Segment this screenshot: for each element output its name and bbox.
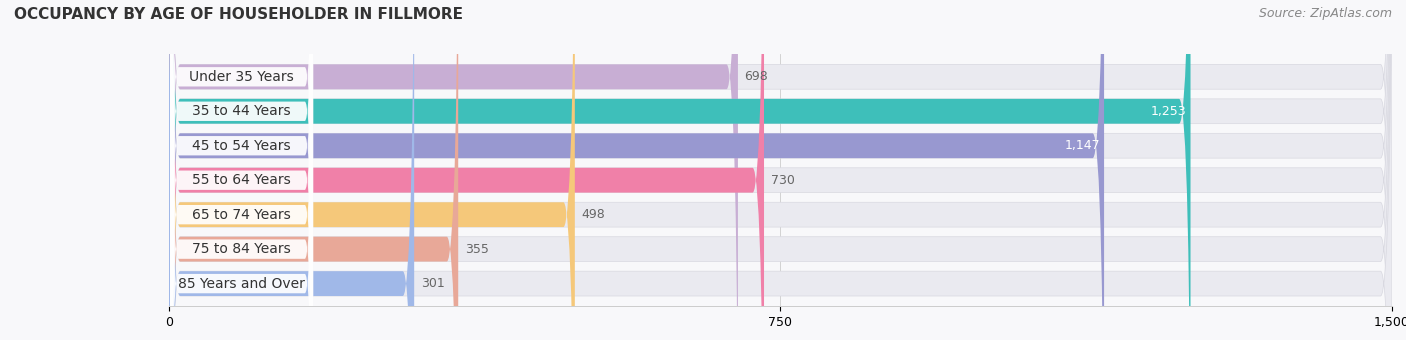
Text: OCCUPANCY BY AGE OF HOUSEHOLDER IN FILLMORE: OCCUPANCY BY AGE OF HOUSEHOLDER IN FILLM… [14,7,463,22]
FancyBboxPatch shape [170,0,314,340]
FancyBboxPatch shape [169,0,415,340]
FancyBboxPatch shape [170,0,314,340]
Text: 85 Years and Over: 85 Years and Over [179,277,305,291]
FancyBboxPatch shape [169,0,1392,340]
FancyBboxPatch shape [169,0,738,340]
FancyBboxPatch shape [169,0,1392,340]
Text: 498: 498 [581,208,605,221]
Text: 55 to 64 Years: 55 to 64 Years [193,173,291,187]
Text: 1,253: 1,253 [1152,105,1187,118]
Text: 35 to 44 Years: 35 to 44 Years [193,104,291,118]
Text: 355: 355 [465,243,489,256]
FancyBboxPatch shape [169,0,1392,340]
Text: Under 35 Years: Under 35 Years [190,70,294,84]
Text: 1,147: 1,147 [1064,139,1099,152]
Text: 698: 698 [744,70,768,83]
FancyBboxPatch shape [169,0,1104,340]
FancyBboxPatch shape [169,0,1392,340]
Text: 65 to 74 Years: 65 to 74 Years [193,208,291,222]
Text: 301: 301 [420,277,444,290]
FancyBboxPatch shape [170,0,314,340]
Text: 75 to 84 Years: 75 to 84 Years [193,242,291,256]
FancyBboxPatch shape [169,0,458,340]
FancyBboxPatch shape [170,0,314,340]
Text: Source: ZipAtlas.com: Source: ZipAtlas.com [1258,7,1392,20]
FancyBboxPatch shape [169,0,1392,340]
FancyBboxPatch shape [170,0,314,340]
Text: 730: 730 [770,174,794,187]
FancyBboxPatch shape [169,0,1191,340]
FancyBboxPatch shape [170,0,314,340]
Text: 45 to 54 Years: 45 to 54 Years [193,139,291,153]
FancyBboxPatch shape [170,0,314,340]
FancyBboxPatch shape [169,0,575,340]
FancyBboxPatch shape [169,0,763,340]
FancyBboxPatch shape [169,0,1392,340]
FancyBboxPatch shape [169,0,1392,340]
